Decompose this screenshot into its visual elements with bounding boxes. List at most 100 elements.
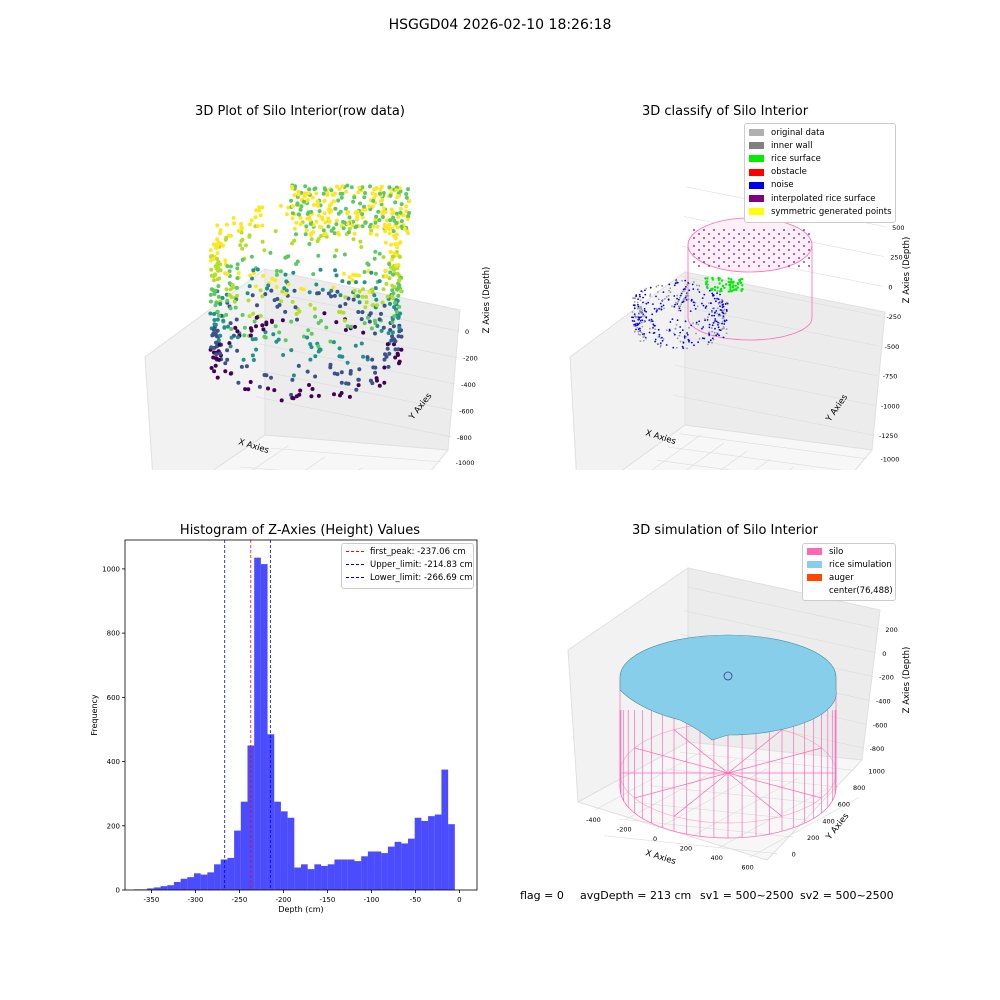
classified-point bbox=[713, 307, 716, 310]
classified-point bbox=[701, 297, 704, 299]
scatter-point bbox=[222, 325, 227, 330]
classified-point bbox=[713, 314, 716, 317]
classified-point bbox=[639, 308, 641, 310]
legend-entry: auger bbox=[803, 571, 895, 584]
interpolated-point bbox=[758, 265, 760, 267]
scatter-point bbox=[264, 322, 269, 327]
classified-point bbox=[651, 313, 654, 316]
classified-point bbox=[640, 331, 643, 334]
classified-point bbox=[645, 310, 647, 313]
scatter-point bbox=[393, 200, 398, 205]
scatter-point bbox=[253, 284, 258, 289]
scatter-point bbox=[393, 242, 398, 247]
scatter-point bbox=[224, 222, 229, 227]
z-tick-label: -500 bbox=[885, 343, 900, 351]
classified-point bbox=[642, 339, 645, 342]
classified-point bbox=[688, 339, 690, 342]
legend-line-swatch bbox=[346, 564, 364, 566]
classified-point bbox=[633, 300, 636, 303]
classified-point bbox=[719, 300, 721, 303]
classified-point bbox=[645, 316, 648, 319]
classified-point bbox=[709, 339, 712, 342]
scatter-point bbox=[331, 192, 336, 197]
classified-point bbox=[653, 307, 656, 310]
rice-surface-point bbox=[732, 280, 735, 283]
classified-point bbox=[696, 305, 699, 308]
classified-point bbox=[645, 337, 647, 340]
grid-line bbox=[676, 335, 877, 376]
scatter-point bbox=[371, 198, 376, 203]
scatter-point bbox=[361, 354, 366, 359]
scatter-point bbox=[387, 222, 392, 227]
classified-point bbox=[632, 297, 634, 299]
scatter-point bbox=[296, 363, 301, 368]
legend-entry: obstacle bbox=[745, 166, 895, 179]
scatter-point bbox=[379, 328, 384, 333]
scatter-point bbox=[223, 369, 228, 374]
classified-point bbox=[707, 343, 709, 346]
panel2-tick-labels: -750-500-2500250500750100010007505002500… bbox=[869, 224, 904, 470]
classified-point bbox=[685, 335, 687, 338]
interpolated-point bbox=[763, 253, 765, 255]
scatter-point bbox=[230, 283, 235, 287]
scatter-point bbox=[343, 206, 348, 211]
classified-point bbox=[717, 298, 720, 301]
rice-surface-point bbox=[727, 280, 730, 284]
scatter-point bbox=[226, 324, 230, 329]
scatter-point bbox=[387, 262, 392, 266]
interpolated-point bbox=[713, 245, 715, 247]
interpolated-point bbox=[693, 245, 695, 247]
grid-line bbox=[603, 835, 778, 854]
scatter-point bbox=[343, 295, 348, 300]
classified-point bbox=[655, 310, 658, 313]
scatter-point bbox=[391, 210, 396, 215]
interpolated-point bbox=[803, 261, 805, 263]
classified-point bbox=[701, 302, 703, 305]
interpolated-point bbox=[778, 257, 780, 259]
scatter-point bbox=[224, 235, 229, 240]
scatter-point bbox=[360, 212, 365, 217]
scatter-point bbox=[223, 361, 228, 366]
scatter-point bbox=[254, 347, 259, 352]
scatter-point bbox=[320, 287, 325, 292]
histogram-bar bbox=[280, 811, 288, 890]
scatter-point bbox=[356, 383, 361, 388]
scatter-point bbox=[397, 325, 402, 330]
scatter-point bbox=[398, 288, 403, 293]
classified-point bbox=[675, 280, 678, 282]
classified-point bbox=[703, 293, 706, 296]
scatter-point bbox=[316, 253, 321, 258]
classified-point bbox=[690, 298, 693, 301]
scatter-point bbox=[236, 228, 241, 233]
scatter-point bbox=[315, 203, 320, 208]
scatter-point bbox=[236, 380, 241, 385]
classified-point bbox=[681, 329, 684, 331]
scatter-point bbox=[373, 249, 378, 254]
interpolated-point bbox=[708, 233, 710, 235]
scatter-point bbox=[399, 334, 404, 339]
scatter-point bbox=[290, 216, 295, 221]
scatter-point bbox=[353, 343, 358, 348]
legend-swatch bbox=[807, 574, 822, 582]
classified-point bbox=[711, 330, 713, 333]
classified-point bbox=[659, 302, 662, 305]
classified-point bbox=[642, 336, 645, 338]
scatter-point bbox=[235, 266, 240, 271]
interpolated-point bbox=[763, 237, 765, 239]
panel1-plot: -400-20002004000-200-400-600-800-10000-2… bbox=[144, 183, 492, 470]
interpolated-point bbox=[778, 241, 780, 243]
grid-line bbox=[261, 317, 458, 358]
grid-line bbox=[657, 460, 732, 470]
scatter-point bbox=[393, 355, 398, 360]
legend-swatch bbox=[749, 155, 764, 163]
classified-point bbox=[684, 296, 687, 299]
scatter-point bbox=[381, 255, 386, 260]
scatter-point bbox=[239, 364, 244, 369]
scatter-point bbox=[313, 354, 318, 359]
interpolated-point bbox=[723, 253, 725, 255]
scatter-point bbox=[234, 285, 239, 290]
rice-surface-point bbox=[740, 288, 743, 291]
scatter-point bbox=[391, 215, 396, 220]
scatter-point bbox=[373, 271, 378, 276]
grid-line bbox=[252, 445, 289, 470]
